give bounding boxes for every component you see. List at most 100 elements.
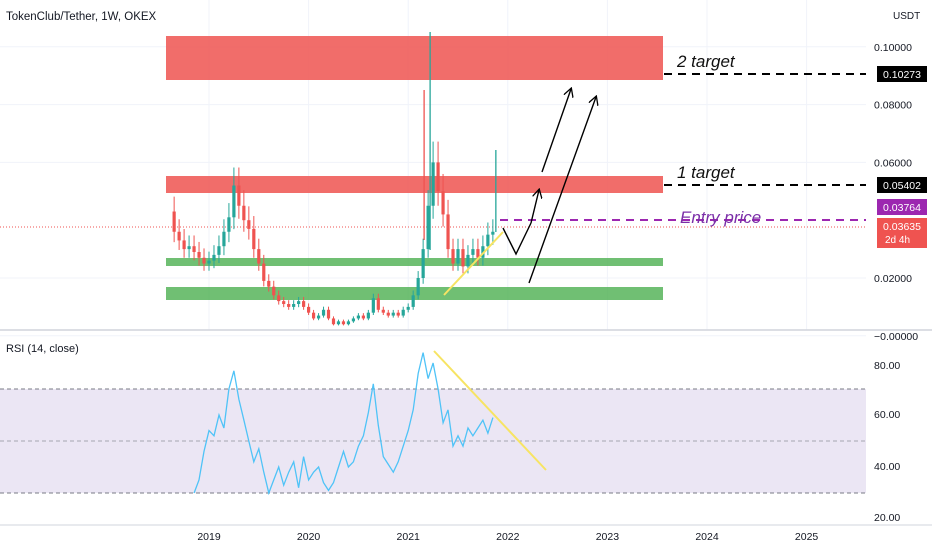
candle-body	[336, 321, 341, 325]
candle-series[interactable]	[172, 32, 497, 326]
price-axis-ticks: 0.120000.100000.080000.060000.02000−0.00…	[874, 42, 918, 343]
candle-body	[326, 309, 331, 319]
candle-body	[371, 298, 375, 313]
candle-body	[376, 298, 380, 310]
candle-body	[466, 254, 470, 267]
candle-body	[247, 220, 251, 229]
candle-body	[436, 162, 440, 192]
candle-body	[341, 321, 346, 325]
badge-entry	[877, 199, 927, 215]
rsi-tick-40: 40.00	[874, 461, 900, 473]
candle-body	[177, 231, 181, 241]
badge-target2-text: 0.10273	[883, 69, 921, 81]
candle-body	[431, 162, 435, 206]
candle-body	[351, 318, 356, 322]
candle-body	[197, 251, 201, 258]
time-label: 2022	[496, 531, 520, 543]
candle-body	[222, 231, 226, 247]
candle-body	[391, 312, 395, 316]
candle-body	[287, 304, 291, 307]
rsi-tick-20: 20.00	[874, 512, 900, 524]
candle-body	[331, 318, 336, 325]
rsi-series-line[interactable]	[193, 352, 494, 496]
candle-body	[381, 309, 385, 313]
arrow-long-to-target2	[528, 97, 596, 284]
price-tick-label: 0.08000	[874, 100, 912, 112]
candle-body	[267, 280, 271, 287]
badge-last	[877, 218, 927, 248]
badge-entry-text: 0.03764	[883, 202, 921, 214]
candle-body	[441, 191, 445, 215]
candle-body	[302, 301, 306, 307]
badge-last-text: 0.03635	[883, 221, 921, 233]
time-label: 2024	[695, 531, 719, 543]
candle-body	[356, 315, 360, 319]
candle-body	[307, 306, 311, 313]
time-axis[interactable]: 2019 2020 2021 2022 2023 2024 2025	[197, 531, 818, 543]
candle-body	[386, 312, 390, 316]
candle-body	[361, 315, 365, 319]
target2-label: 2 target	[676, 52, 736, 71]
candle-body	[257, 249, 261, 264]
candle-body	[416, 278, 420, 296]
target1-zone	[166, 176, 663, 193]
candle-body	[346, 321, 351, 325]
time-label: 2025	[795, 531, 819, 543]
candle-body	[252, 228, 256, 250]
badge-target1-text: 0.05402	[883, 180, 921, 192]
price-tick-label: 0.06000	[874, 157, 912, 169]
candle-body	[476, 249, 480, 258]
candle-body	[481, 246, 485, 258]
target1-label: 1 target	[677, 163, 736, 182]
candle-body	[396, 312, 400, 316]
candle-body	[406, 306, 410, 310]
price-tick-label: 0.02000	[874, 273, 912, 285]
candle-body	[311, 312, 316, 319]
candle-body	[212, 254, 216, 261]
support-trendline	[443, 231, 504, 296]
candle-body	[227, 217, 231, 232]
candle-body	[297, 301, 301, 305]
candle-body	[316, 315, 321, 319]
candle-body	[366, 312, 370, 319]
support-zone-lower	[166, 287, 663, 300]
price-axis[interactable]	[866, 0, 932, 550]
rsi-title: RSI (14, close)	[6, 343, 79, 355]
candle-body	[471, 249, 475, 255]
candle-body	[461, 249, 465, 267]
candle-body	[446, 214, 450, 250]
candle-body	[172, 211, 176, 232]
rsi-tick-60: 60.00	[874, 409, 900, 421]
symbol-title: TokenClub/Tether, 1W, OKEX	[6, 11, 157, 23]
support-zone-upper	[166, 258, 663, 266]
currency-label: USDT	[893, 11, 920, 22]
candle-body	[272, 286, 276, 296]
candle-body	[282, 301, 286, 305]
target2-zone	[166, 36, 663, 80]
candle-body	[182, 240, 186, 250]
badge-target2	[877, 66, 927, 82]
time-label: 2019	[197, 531, 221, 543]
candle-body	[456, 249, 460, 264]
candle-body	[451, 249, 455, 264]
candle-body	[411, 295, 415, 307]
candle-body	[421, 249, 425, 278]
price-tick-label: −0.00000	[874, 331, 918, 343]
candle-body	[207, 260, 211, 264]
price-tick-label: 0.10000	[874, 42, 912, 54]
candle-body	[486, 234, 490, 247]
badge-countdown-text: 2d 4h	[885, 235, 910, 246]
candle-body	[187, 246, 191, 250]
candle-body	[237, 185, 241, 206]
time-label: 2020	[297, 531, 321, 543]
projection-dip	[502, 222, 532, 256]
entry-label: Entry price	[680, 208, 761, 227]
candle-body	[292, 304, 296, 307]
rsi-tick-80: 80.00	[874, 360, 900, 372]
candle-body	[202, 257, 206, 264]
time-label: 2021	[397, 531, 421, 543]
candle-body	[491, 231, 495, 235]
candle-body	[217, 246, 221, 255]
candle-body	[242, 205, 246, 221]
